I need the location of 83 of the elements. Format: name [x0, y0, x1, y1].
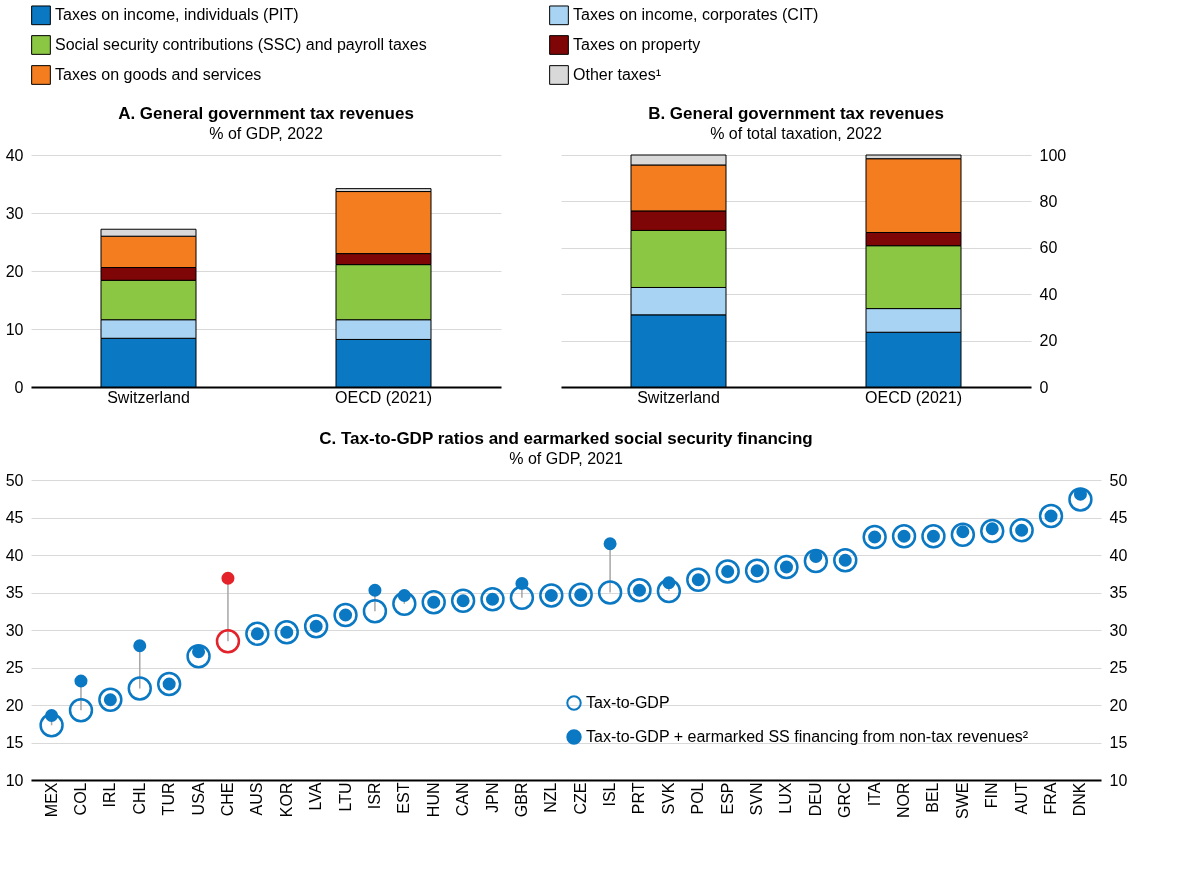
y2-tick-label: 15	[1109, 734, 1128, 751]
x-tick-label: ISR	[365, 782, 383, 810]
y2-tick-label: 10	[1109, 771, 1128, 789]
legend-label: Tax-to-GDP	[586, 694, 670, 711]
x-tick-label: NZL	[542, 782, 560, 813]
chart-title: B. General government tax revenues	[648, 104, 944, 123]
y2-tick-label: 50	[1109, 471, 1128, 489]
x-tick-label: KOR	[277, 782, 295, 818]
x-tick-label: ESP	[718, 782, 736, 815]
y-tick-label: 25	[5, 659, 24, 676]
x-tick-label: NOR	[895, 782, 913, 819]
x-tick-label: JPN	[483, 782, 501, 813]
x-tick-label: ISL	[601, 782, 619, 807]
chart-subtitle: % of GDP, 2022	[209, 125, 323, 142]
legend-label: Tax-to-GDP + earmarked SS financing from non-tax revenues²	[586, 728, 1029, 745]
x-tick-label: SVN	[748, 782, 766, 816]
chart-title: A. General government tax revenues	[118, 104, 414, 123]
chart-title: C. Tax-to-GDP ratios and earmarked social security financing	[319, 429, 813, 448]
y2-tick-label: 60	[1039, 239, 1058, 257]
x-tick-label: CAN	[454, 782, 472, 817]
y2-tick-label: 35	[1109, 584, 1128, 601]
y-tick-label: 0	[14, 378, 24, 396]
y2-tick-label: 80	[1039, 192, 1058, 210]
x-tick-label: Switzerland	[107, 388, 190, 406]
chart-subtitle: % of GDP, 2021	[509, 450, 623, 467]
y-tick-label: 30	[5, 621, 24, 639]
y-tick-label: 30	[5, 204, 24, 222]
x-tick-label: COL	[71, 782, 89, 816]
x-tick-label: AUT	[1012, 782, 1030, 815]
x-tick-label: USA	[189, 782, 207, 816]
y-tick-label: 40	[5, 146, 24, 164]
y2-tick-label: 45	[1109, 509, 1128, 526]
legend-label: Taxes on property	[573, 36, 701, 53]
y2-tick-label: 20	[1109, 696, 1128, 714]
legend-label: Taxes on income, individuals (PIT)	[55, 6, 299, 24]
x-tick-label: FIN	[983, 782, 1001, 809]
y2-tick-label: 30	[1109, 621, 1128, 639]
legend-label: Social security contributions (SSC) and payroll taxes	[55, 36, 427, 53]
y-tick-label: 20	[5, 262, 24, 280]
x-tick-label: SWE	[953, 782, 971, 819]
y2-tick-label: 40	[1109, 546, 1128, 564]
x-tick-label: OECD (2021)	[865, 388, 962, 406]
y-tick-label: 10	[5, 320, 24, 338]
legend-label: Other taxes¹	[573, 66, 662, 83]
legend-label: Taxes on goods and services	[55, 66, 262, 83]
x-tick-label: PRT	[630, 782, 648, 815]
x-tick-label: LVA	[307, 782, 325, 811]
y-tick-label: 15	[5, 734, 24, 751]
y2-tick-label: 25	[1109, 659, 1128, 676]
x-tick-label: CHE	[218, 782, 236, 817]
x-tick-label: AUS	[248, 782, 266, 816]
x-tick-label: TUR	[160, 782, 178, 816]
y2-tick-label: 0	[1039, 378, 1049, 396]
y2-tick-label: 100	[1039, 146, 1067, 164]
x-tick-label: FRA	[1042, 782, 1060, 815]
x-tick-label: LTU	[336, 782, 354, 812]
x-tick-label: BEL	[924, 782, 942, 813]
x-tick-label: SVK	[659, 782, 677, 815]
x-tick-label: GBR	[512, 782, 530, 818]
y-tick-label: 10	[5, 771, 24, 789]
y-tick-label: 20	[5, 696, 24, 714]
x-tick-label: DNK	[1071, 782, 1089, 817]
x-tick-label: OECD (2021)	[335, 388, 432, 406]
y-tick-label: 40	[5, 546, 24, 564]
x-tick-label: GRC	[836, 782, 854, 819]
x-tick-label: DEU	[806, 782, 824, 817]
x-tick-label: HUN	[424, 782, 442, 818]
x-tick-label: IRL	[101, 782, 119, 808]
x-tick-label: Switzerland	[637, 388, 720, 406]
x-tick-label: CHL	[130, 782, 148, 815]
y2-tick-label: 40	[1039, 285, 1058, 303]
x-tick-label: CZE	[571, 782, 589, 815]
y-tick-label: 50	[5, 471, 24, 489]
x-tick-label: MEX	[42, 782, 60, 818]
x-tick-label: ITA	[865, 782, 883, 807]
y-tick-label: 45	[5, 509, 24, 526]
x-tick-label: POL	[689, 782, 707, 815]
chart-subtitle: % of total taxation, 2022	[710, 125, 882, 142]
x-tick-label: EST	[395, 782, 413, 814]
x-tick-label: LUX	[777, 782, 795, 814]
y-tick-label: 35	[5, 584, 24, 601]
legend-label: Taxes on income, corporates (CIT)	[573, 6, 819, 24]
y2-tick-label: 20	[1039, 332, 1058, 350]
